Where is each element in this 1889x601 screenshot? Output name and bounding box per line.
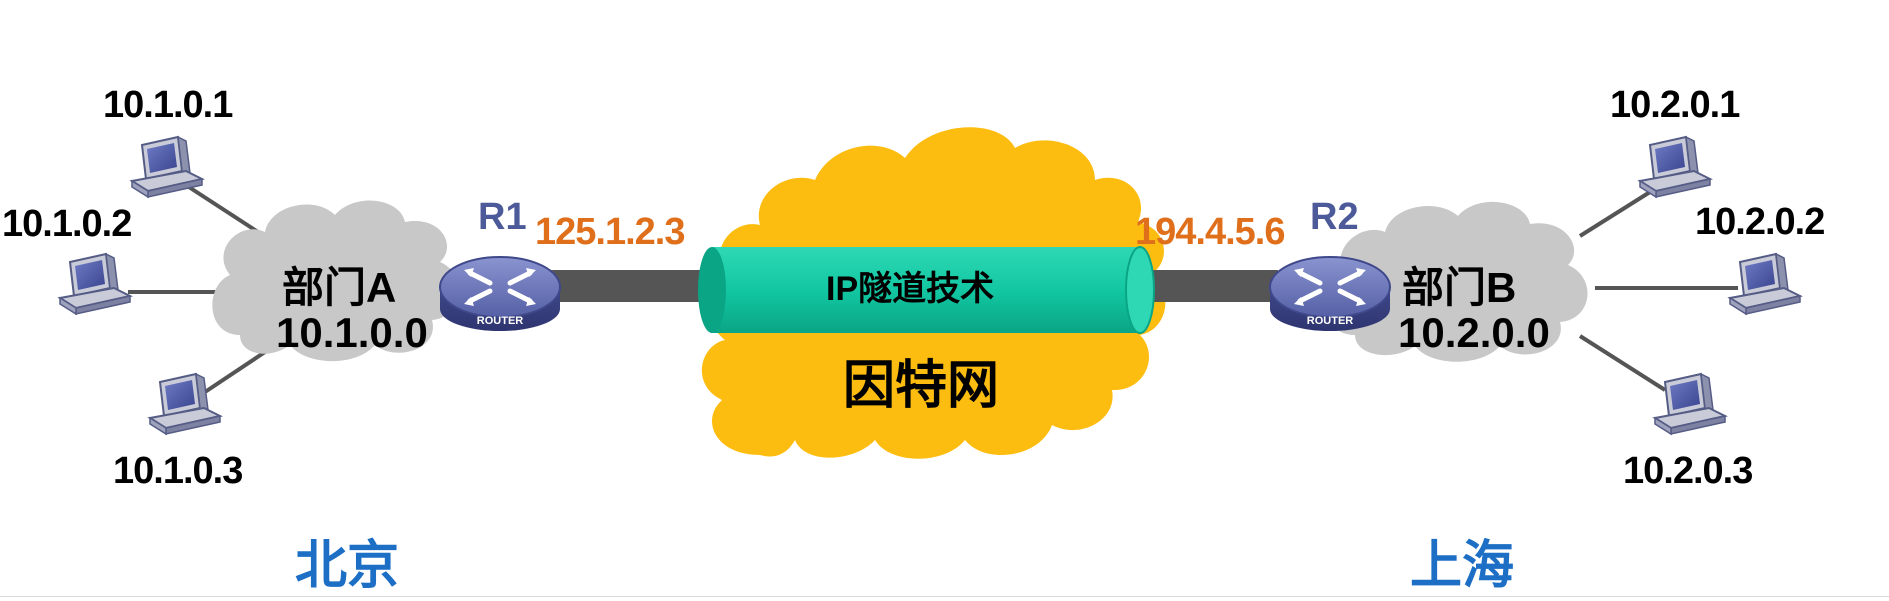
host-ip-label: 10.1.0.1: [103, 84, 233, 126]
tunnel-label: IP隧道技术: [826, 270, 995, 308]
host-ip-label: 10.1.0.2: [2, 203, 132, 245]
computer-icon-10-2-0-2: [1729, 253, 1801, 315]
r2-public-ip: 194.4.5.6: [1135, 211, 1285, 253]
router-r2-icon: ROUTER: [1269, 256, 1391, 331]
router-r1-badge: ROUTER: [477, 315, 524, 327]
r1-public-ip: 125.1.2.3: [535, 211, 685, 253]
link-r1-tunnel: [545, 270, 713, 302]
link-host-10-2-0-3: [1578, 334, 1667, 392]
host-ip-label: 10.1.0.3: [113, 450, 243, 492]
city-label-shanghai: 上海: [1410, 537, 1515, 595]
computer-icon-10-1-0-3: [149, 373, 221, 435]
computer-icon-10-2-0-1: [1639, 136, 1711, 198]
bottom-divider: [0, 596, 1889, 597]
department-a-label: 部门A: [282, 264, 397, 311]
host-ip-label: 10.2.0.2: [1695, 201, 1825, 243]
router-r2-badge: ROUTER: [1307, 315, 1354, 327]
city-label-beijing: 北京: [295, 537, 400, 595]
department-b-network: 10.2.0.0: [1398, 309, 1550, 356]
host-ip-label: 10.2.0.3: [1623, 450, 1753, 492]
computer-icon-10-1-0-1: [131, 136, 203, 198]
computer-icon-10-1-0-2: [59, 253, 131, 315]
site-cloud-left: [212, 200, 459, 362]
host-ip-label: 10.2.0.1: [1610, 84, 1740, 126]
link-tunnel-r2: [1138, 270, 1278, 302]
internet-label: 因特网: [843, 357, 1000, 415]
computer-icon-10-2-0-3: [1654, 373, 1726, 435]
router-r2-label: R2: [1310, 196, 1359, 238]
router-r1-icon: ROUTER: [439, 256, 561, 331]
link-host-10-1-0-3: [203, 348, 270, 394]
site-cloud-right: [1326, 201, 1588, 362]
department-b-label: 部门B: [1402, 264, 1517, 311]
link-host-10-2-0-1: [1578, 190, 1652, 238]
router-r1-label: R1: [478, 196, 527, 238]
ip-tunnel: [698, 246, 1155, 334]
department-a-network: 10.1.0.0: [276, 309, 428, 356]
